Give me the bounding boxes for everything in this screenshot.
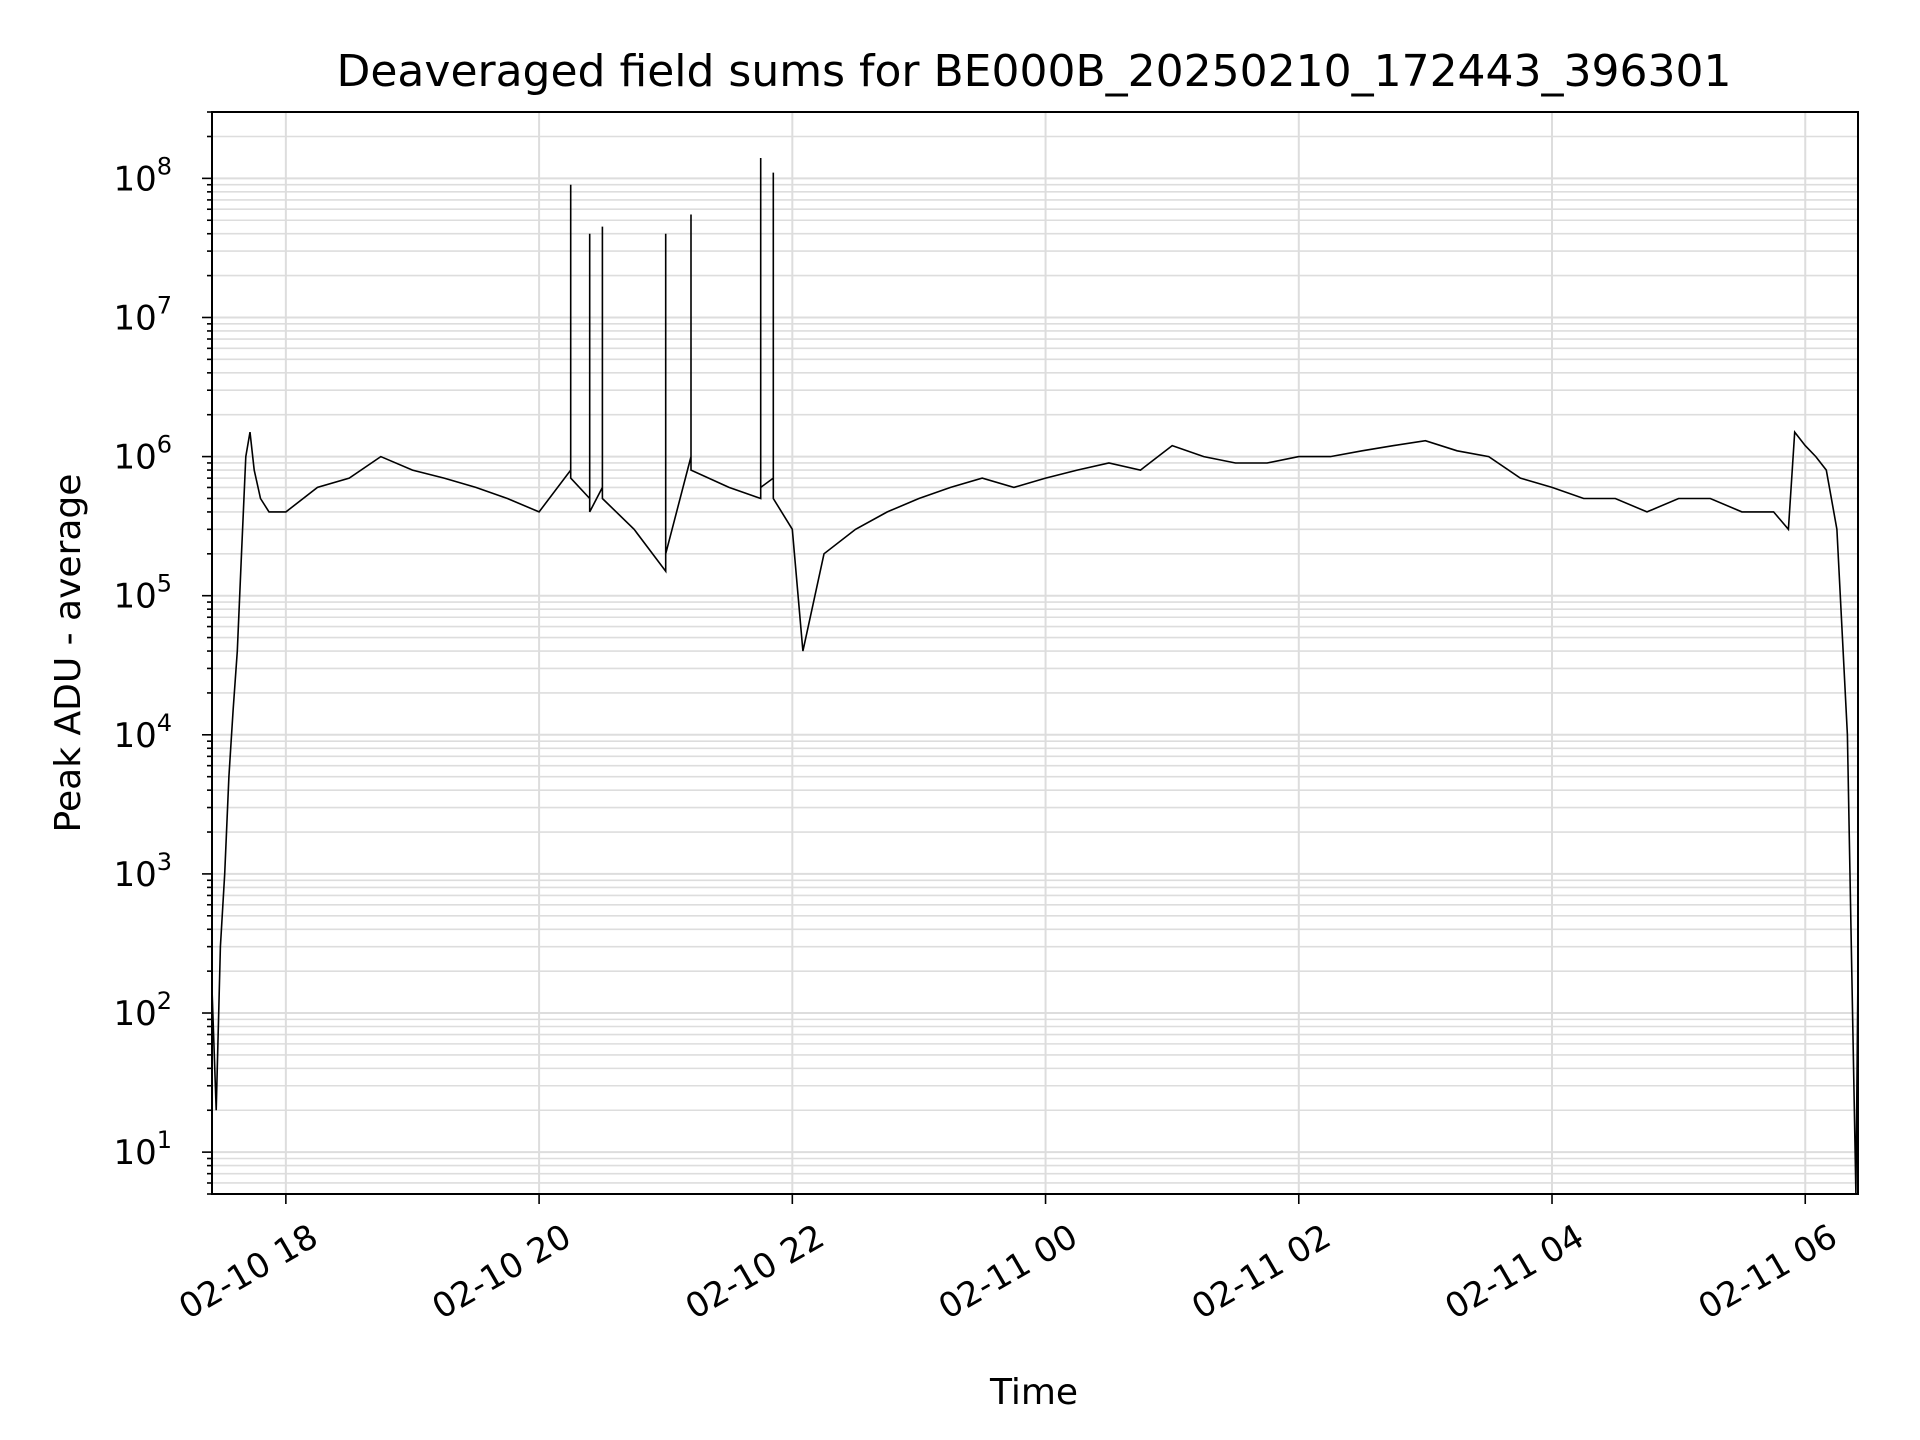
series-line xyxy=(212,158,1858,1194)
y-tick-label: 101 xyxy=(113,1126,172,1173)
y-tick-label: 106 xyxy=(113,431,172,478)
y-tick-label: 107 xyxy=(113,291,172,338)
chart-title: Deaveraged field sums for BE000B_2025021… xyxy=(336,46,1731,97)
y-tick-label: 105 xyxy=(113,570,172,617)
plot-frame xyxy=(211,111,1859,1195)
y-tick-label: 102 xyxy=(113,987,172,1034)
grid-lines xyxy=(212,111,1858,1195)
y-tick-label: 108 xyxy=(113,152,172,199)
plot-area xyxy=(212,112,1858,1194)
series-lines xyxy=(212,158,1858,1194)
x-axis-label: Time xyxy=(989,1372,1078,1413)
y-axis-label: Peak ADU - average xyxy=(48,474,89,833)
y-tick-label: 103 xyxy=(113,848,172,895)
y-tick-label: 104 xyxy=(113,709,172,756)
